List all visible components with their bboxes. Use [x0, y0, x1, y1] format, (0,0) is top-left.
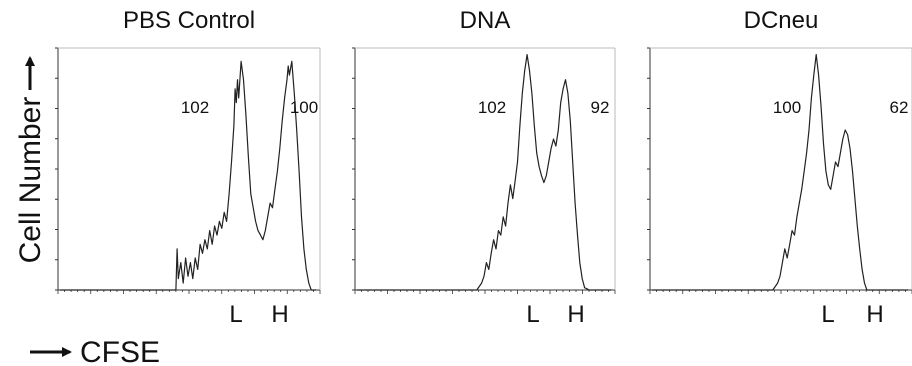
peak-letter-label: L	[821, 301, 834, 328]
peak-value-label: 100	[290, 98, 318, 117]
panel-title: PBS Control	[123, 7, 255, 34]
x-axis-label-group: CFSE	[30, 336, 160, 366]
peak-letter-label: L	[229, 301, 242, 328]
x-axis-label: CFSE	[80, 336, 160, 366]
peak-letter-label: H	[866, 301, 883, 328]
peak-value-label: 62	[890, 98, 909, 117]
peak-letter-label: H	[567, 301, 584, 328]
histogram-panel-1: PBS Control 102 L 100 H	[55, 7, 321, 328]
histogram-panel-2: DNA 102 L 92 H	[352, 7, 616, 328]
y-axis-label-group: Cell Number	[14, 56, 47, 264]
panels: PBS Control 102 L 100 H DNA 102 L 92 H DCneu 100 L 62…	[55, 7, 912, 328]
y-axis-label: Cell Number	[14, 97, 47, 264]
histogram-panel-3: DCneu 100 L 62 H	[647, 7, 912, 328]
peak-value-label: 102	[181, 98, 209, 117]
histogram-line	[357, 54, 611, 291]
peak-value-label: 92	[591, 98, 610, 117]
panel-title: DCneu	[744, 7, 819, 34]
peak-value-label: 102	[478, 98, 506, 117]
peak-letter-label: H	[271, 301, 288, 328]
histogram-line	[652, 54, 908, 291]
histogram-line	[60, 60, 316, 291]
peak-letter-label: L	[526, 301, 539, 328]
peak-value-label: 100	[773, 98, 801, 117]
panel-title: DNA	[460, 7, 511, 34]
